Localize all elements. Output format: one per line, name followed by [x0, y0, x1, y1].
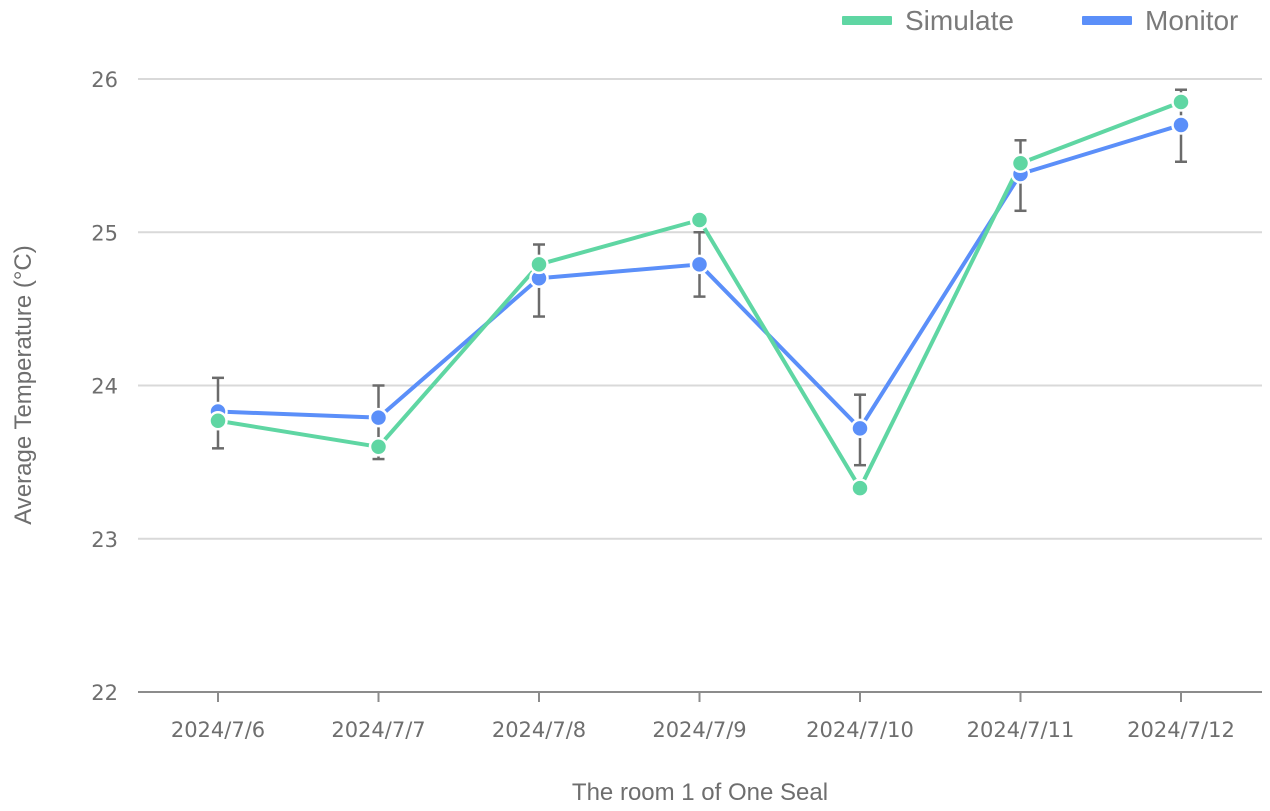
data-point-simulate — [529, 254, 549, 275]
x-tick-label: 2024/7/9 — [652, 718, 746, 742]
data-point-simulate — [368, 437, 389, 457]
data-point-simulate — [689, 210, 710, 230]
data-point-monitor — [689, 254, 710, 275]
y-axis-title: Average Temperature (°C) — [10, 245, 37, 525]
data-point-simulate — [1010, 153, 1031, 174]
y-tick-label: 23 — [91, 528, 118, 552]
data-point-monitor — [850, 418, 870, 439]
error-bars — [212, 88, 1187, 467]
x-axis-tick-labels: 2024/7/6 2024/7/7 2024/7/8 2024/7/9 2024/7/1… — [171, 718, 1235, 742]
legend-swatch-simulate — [842, 16, 892, 25]
y-tick-label: 26 — [91, 68, 118, 92]
x-tick-label: 2024/7/8 — [492, 718, 586, 742]
y-tick-label: 25 — [91, 221, 118, 245]
y-tick-label: 24 — [91, 375, 118, 399]
data-point-monitor — [1171, 115, 1191, 135]
legend-label-monitor: Monitor — [1145, 5, 1238, 36]
grid-lines — [138, 78, 1262, 540]
x-tick-label: 2024/7/12 — [1127, 718, 1235, 742]
x-tick-label: 2024/7/6 — [171, 718, 265, 742]
x-axis-title: The room 1 of One Seal — [572, 779, 828, 806]
y-axis-tick-labels: 22 23 24 25 26 — [91, 68, 118, 705]
data-point-simulate — [850, 478, 870, 498]
x-axis — [138, 691, 1262, 702]
series-points — [208, 92, 1191, 498]
data-point-simulate — [1171, 92, 1191, 112]
legend: Simulate Monitor — [842, 5, 1238, 36]
data-point-monitor — [368, 407, 389, 428]
data-point-simulate — [208, 410, 228, 431]
x-tick-label: 2024/7/11 — [967, 718, 1075, 742]
x-tick-label: 2024/7/7 — [331, 718, 425, 742]
x-tick-label: 2024/7/10 — [806, 718, 914, 742]
legend-swatch-monitor — [1082, 16, 1132, 25]
legend-label-simulate: Simulate — [905, 5, 1014, 36]
y-tick-label: 22 — [91, 681, 118, 705]
